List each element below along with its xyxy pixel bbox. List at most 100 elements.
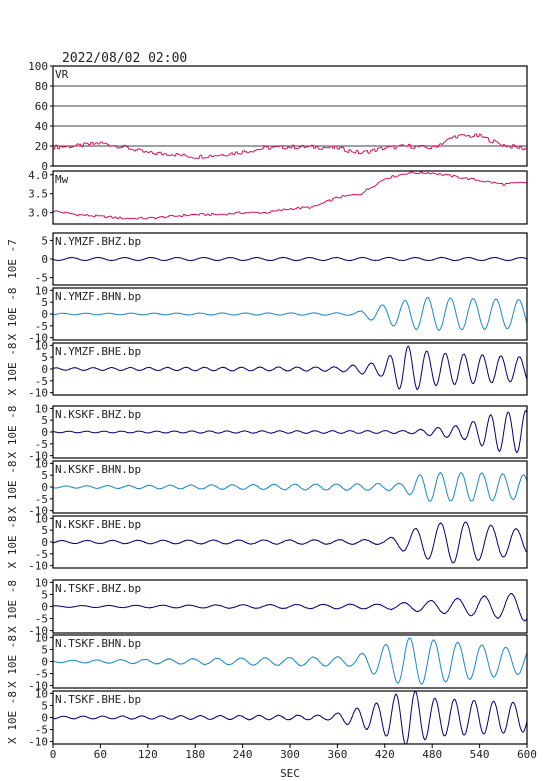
panel-label-10: N.TSKF.BHE.bp [55,693,141,706]
ytick-label-0-5: 100 [28,60,48,73]
panel-label-1: Mw [55,173,69,186]
trace-1 [52,171,528,220]
ytick-label-3-2: 0 [41,308,48,321]
xtick-label-8: 480 [422,748,442,761]
ytick-label-6-0: -10 [28,505,48,518]
ytick-label-2-2: 5 [41,234,48,247]
panel-0: 0 20 40 60 80 100 VR [28,60,528,173]
ytick-label-9-4: 10 [35,631,48,644]
panel-label-4: N.YMZF.BHE.bp [55,345,141,358]
ytick-label-2-1: 0 [41,253,48,266]
trace-7 [52,521,528,564]
chart-timestamp: 2022/08/02 02:00 [62,51,187,66]
ytick-label-1-1: 3.5 [28,188,48,201]
ytick-label-2-0: -5 [35,272,48,285]
ytick-label-3-1: -5 [35,320,48,333]
ytick-label-8-3: 5 [41,588,48,601]
ytick-label-4-2: 0 [41,363,48,376]
ytick-label-10-0: -10 [28,736,48,749]
ytick-label-10-3: 5 [41,699,48,712]
ylabel-2: 10E -7 [6,239,19,279]
ylabel-9: X 10E -8 [6,635,19,688]
trace-9 [52,637,528,685]
trace-4 [52,345,528,391]
panel-frame-0 [52,65,528,167]
ytick-label-8-1: -5 [35,613,48,626]
ylabel-10: X 10E -8 [6,691,19,744]
ytick-label-10-1: -5 [35,724,48,737]
trace-10 [53,690,528,745]
panel-label-9: N.TSKF.BHN.bp [55,637,141,650]
trace-2 [52,256,528,262]
ytick-label-5-2: 0 [41,426,48,439]
ytick-label-0-0: 0 [41,160,48,173]
ylabel-4: X 10E -8 [6,343,19,396]
xtick-label-3: 180 [185,748,205,761]
xtick-label-0: 0 [50,748,57,761]
ytick-label-1-2: 4.0 [28,169,48,182]
trace-5 [52,410,528,454]
xtick-label-4: 240 [233,748,253,761]
ytick-label-0-3: 60 [35,100,48,113]
ytick-label-9-3: 5 [41,643,48,656]
ytick-label-7-2: 0 [41,536,48,549]
ylabel-5: X 10E -8 [6,406,19,459]
xtick-label-6: 360 [327,748,347,761]
ytick-label-4-0: -10 [28,387,48,400]
trace-6 [52,472,528,502]
trace-8 [52,593,528,622]
panel-frame-1 [52,170,528,225]
panel-label-0: VR [55,68,69,81]
ylabel-8: X 10E -8 [6,580,19,633]
ylabel-7: X 10E -8 [6,516,19,569]
ytick-label-4-3: 5 [41,351,48,364]
ytick-label-5-1: -5 [35,438,48,451]
ytick-label-8-4: 10 [35,576,48,589]
ytick-label-0-1: 20 [35,140,48,153]
ytick-label-3-0: -10 [28,332,48,345]
ytick-label-0-4: 80 [35,80,48,93]
ytick-label-8-2: 0 [41,601,48,614]
ylabel-6: X 10E -8 [6,461,19,514]
panel-label-7: N.KSKF.BHE.bp [55,518,141,531]
ytick-label-9-1: -5 [35,668,48,681]
panel-1: 3.0 3.5 4.0 Mw [28,169,528,225]
ytick-label-6-4: 10 [35,457,48,470]
panel-label-5: N.KSKF.BHZ.bp [55,408,141,421]
xtick-label-7: 420 [375,748,395,761]
ytick-label-4-1: -5 [35,375,48,388]
ytick-label-4-4: 10 [35,339,48,352]
ytick-label-6-1: -5 [35,493,48,506]
ytick-label-7-3: 5 [41,524,48,537]
ytick-label-7-4: 10 [35,512,48,525]
ytick-label-9-2: 0 [41,656,48,669]
panel-label-8: N.TSKF.BHZ.bp [55,582,141,595]
ytick-label-5-3: 5 [41,414,48,427]
ytick-label-6-3: 5 [41,469,48,482]
ytick-label-8-0: -10 [28,625,48,638]
panel-label-3: N.YMZF.BHN.bp [55,290,141,303]
trace-0 [53,133,528,160]
ytick-label-9-0: -10 [28,680,48,693]
xtick-label-1: 60 [94,748,107,761]
ytick-label-0-2: 40 [35,120,48,133]
ytick-label-10-4: 10 [35,687,48,700]
xtick-label-9: 540 [470,748,490,761]
trace-3 [52,296,528,331]
ytick-label-5-4: 10 [35,402,48,415]
ytick-label-7-1: -5 [35,548,48,561]
panel-label-2: N.YMZF.BHZ.bp [55,235,141,248]
xtick-label-10: 600 [517,748,537,761]
ytick-label-7-0: -10 [28,560,48,573]
ytick-label-10-2: 0 [41,712,48,725]
ytick-label-1-0: 3.0 [28,207,48,220]
